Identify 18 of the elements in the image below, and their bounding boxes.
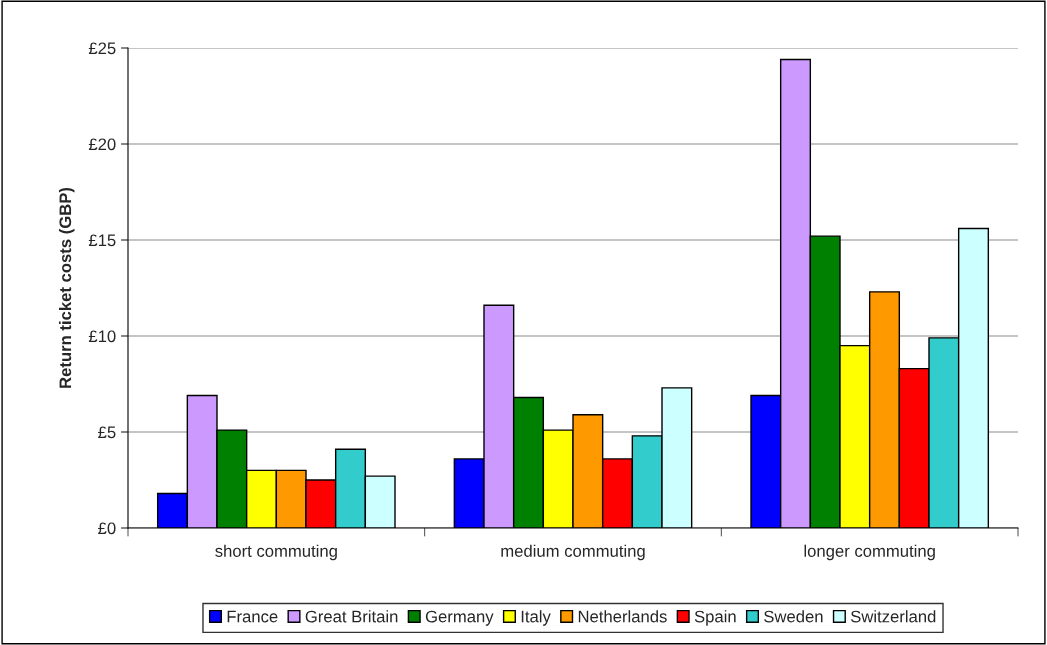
x-tick-label: short commuting [215,544,337,561]
legend-label: Italy [521,610,551,626]
y-tick-label: £20 [88,138,116,151]
y-tick-label: £5 [98,426,116,439]
x-tick-label: longer commuting [804,544,935,561]
legend-label: France [227,610,278,623]
legend-label: Great Britain [305,610,398,623]
y-tick-label: £0 [98,522,116,535]
legend-label: Sweden [764,610,823,623]
y-tick-label: £15 [88,234,116,247]
legend-label: Switzerland [850,610,936,623]
x-tick-label: medium commuting [501,544,645,561]
legend-label: Germany [425,610,494,626]
y-axis-title: Return ticket costs (GBP) [58,187,75,388]
legend-label: Netherlands [578,610,667,623]
y-tick-label: £10 [88,330,116,343]
legend-label: Spain [694,610,736,626]
y-tick-label: £25 [88,42,116,55]
